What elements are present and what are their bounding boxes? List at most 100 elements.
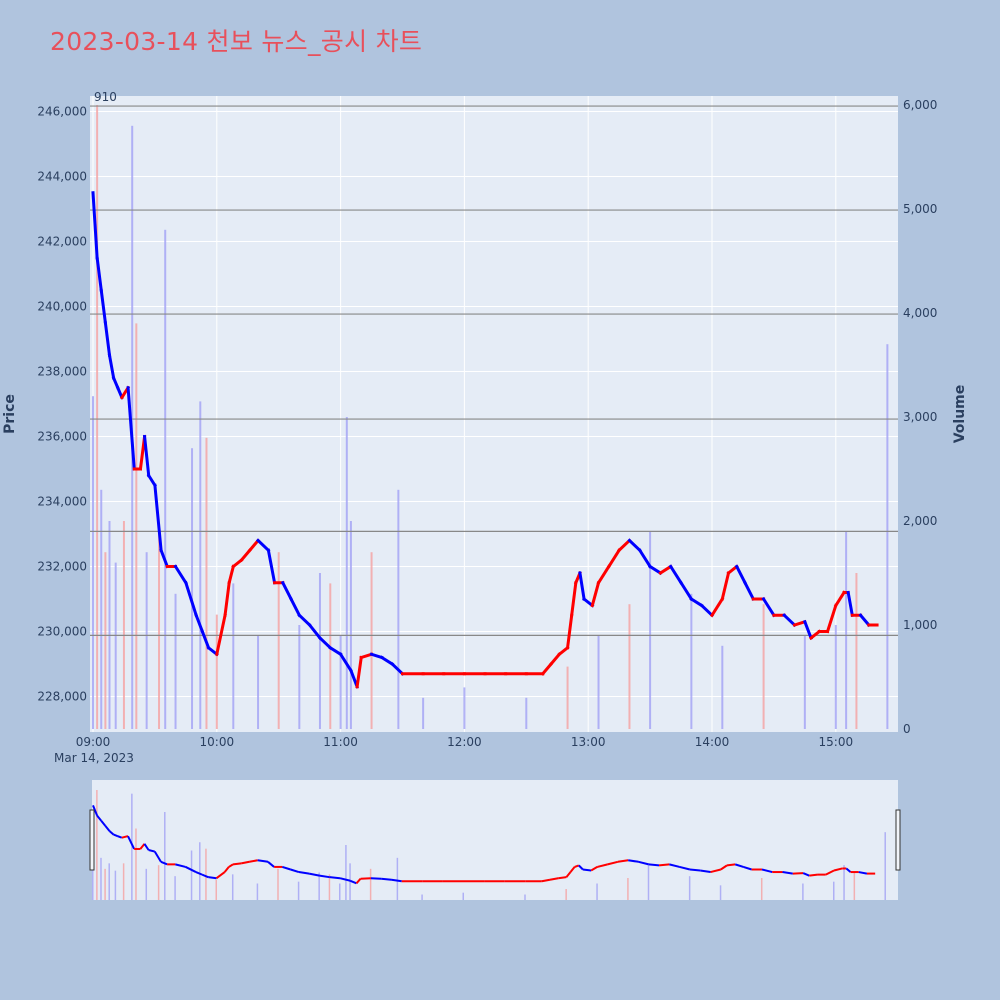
volume-bar (104, 552, 107, 729)
range-slider-volume-bar (108, 863, 110, 900)
volume-bar (886, 344, 889, 729)
range-slider-volume-bar (596, 883, 598, 900)
volume-bar (463, 687, 466, 729)
range-slider-left-handle[interactable] (89, 809, 95, 871)
range-slider-volume-bar (104, 868, 106, 900)
volume-bar (690, 593, 693, 729)
range-slider[interactable] (89, 780, 901, 900)
volume-bar (145, 552, 148, 729)
range-slider-price-segment (201, 873, 209, 879)
price-segment (617, 538, 632, 553)
range-slider-price-segment (607, 860, 619, 866)
range-slider-price-segment (845, 867, 852, 873)
time-tick-label: 13:00 (571, 735, 606, 749)
price-segment (200, 629, 211, 650)
range-slider-price-segment (802, 872, 810, 877)
range-slider-volume-bar (145, 868, 148, 900)
range-slider-price-segment (720, 864, 728, 871)
price-segment (142, 434, 151, 478)
price-segment (596, 564, 611, 585)
range-slider-volume-bar (157, 865, 160, 900)
range-slider-volume-bar (318, 872, 320, 900)
range-slider-price-segment (96, 815, 103, 822)
price-segment (355, 655, 363, 689)
price-segment (297, 613, 312, 628)
price-tick-label: 242,000 (37, 235, 87, 249)
range-slider-price-segment (578, 864, 584, 871)
range-slider-volume-bar (256, 883, 259, 900)
range-slider-volume-bar (853, 872, 856, 900)
price-segment (833, 590, 847, 608)
range-slider-volume-bar (131, 793, 133, 900)
price-tick-label: 232,000 (37, 560, 87, 574)
volume-bar (122, 521, 125, 729)
price-segment (173, 564, 188, 585)
price-segment (153, 483, 163, 552)
volume-bar (855, 573, 858, 729)
volume-bar (174, 593, 177, 729)
range-slider-price-segment (648, 863, 660, 867)
range-slider-volume-bar (135, 828, 137, 900)
price-segment (227, 564, 236, 585)
price-segment (239, 548, 252, 563)
volume-bar (339, 635, 342, 729)
range-slider-price-segment (370, 877, 382, 880)
range-slider-price-segment (298, 871, 310, 875)
time-tick-label: 11:00 (323, 735, 358, 749)
price-tick-label: 230,000 (37, 625, 87, 639)
date-label: Mar 14, 2023 (54, 751, 134, 765)
volume-bar (422, 697, 425, 729)
price-segment (247, 538, 261, 553)
price-tick-label: 228,000 (37, 690, 87, 704)
range-slider-price-segment (689, 868, 701, 872)
price-segment (689, 596, 704, 608)
price-segment (637, 548, 653, 569)
range-slider-price-segment (743, 865, 752, 871)
range-slider-price-segment (113, 833, 119, 838)
volume-bar (100, 489, 103, 729)
range-slider-price-segment (726, 863, 736, 867)
range-slider-volume-bar (164, 812, 166, 900)
range-slider-volume-bar (396, 857, 399, 900)
volume-bar (834, 625, 837, 729)
range-slider-price-segment (308, 872, 320, 877)
range-slider-price-segment (339, 877, 351, 882)
range-slider-price-segment (858, 871, 868, 875)
range-slider-price-segment (574, 864, 580, 868)
range-slider-volume-bar (760, 878, 763, 900)
volume-bar (108, 521, 111, 729)
range-slider-price-segment (153, 851, 162, 863)
price-segment (317, 635, 333, 650)
range-slider-volume-bar (215, 879, 217, 900)
range-slider-price-segment (319, 874, 330, 879)
main-plot-area (90, 96, 898, 732)
range-slider-volume-bar (647, 865, 650, 900)
volume-bar (257, 635, 260, 729)
price-segment (565, 613, 574, 650)
range-slider-right-handle[interactable] (895, 809, 901, 871)
range-slider-area[interactable] (92, 780, 898, 900)
volume-tick-label: 3,000 (903, 410, 937, 424)
volume-bar (277, 552, 280, 729)
price-segment (782, 613, 797, 628)
range-slider-price-segment (761, 868, 773, 874)
volume-bar (597, 635, 600, 729)
range-slider-price-segment (658, 863, 670, 867)
price-segment (103, 321, 112, 357)
volume-bar (191, 448, 194, 729)
range-slider-price-segment (139, 843, 146, 850)
range-slider-price-segment (558, 876, 567, 880)
price-segment (548, 652, 562, 667)
range-slider-volume-bar (277, 868, 279, 900)
price-segment (540, 661, 554, 676)
price-segment (107, 353, 116, 380)
price-segment (206, 645, 219, 657)
time-tick-label: 12:00 (447, 735, 482, 749)
price-segment (111, 376, 120, 390)
price-segment (159, 548, 170, 569)
range-slider-price-segment (349, 879, 357, 885)
volume-tick-label: 1,000 (903, 618, 937, 632)
price-segment (742, 580, 756, 602)
range-slider-volume-bar (92, 841, 94, 900)
